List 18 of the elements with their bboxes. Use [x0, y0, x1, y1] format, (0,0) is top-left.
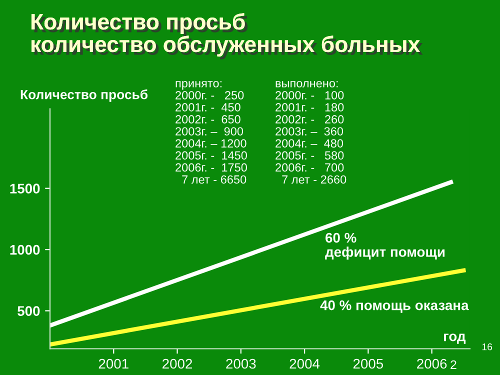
text: 16	[482, 343, 492, 350]
y-tick-label: 1500	[10, 184, 40, 194]
annotation: 60 % дефицит помощи	[325, 232, 445, 260]
text: 2	[450, 360, 456, 370]
x-tick-label: 2005	[353, 358, 384, 369]
y-tick-label: 500	[18, 306, 40, 316]
y-axis-title: Количество просьб	[20, 89, 148, 102]
annotation: 40 % помощь оказана	[320, 300, 469, 313]
x-tick-label: 2002	[162, 358, 192, 369]
y-tick-label: 1000	[10, 244, 40, 255]
text: выполнено: 2000г. - 100 2001г. - 180 2002г. - 260 2003г. – 360 2004г. – 480 2005г. - 580 2006г. - 700 7 лет - 2660	[276, 80, 346, 184]
chart-title: Количество просьб количество обслуженных больных	[31, 13, 423, 60]
x-tick-label: 2003	[226, 358, 256, 369]
text: принято: 2000г. - 250 2001г. - 450 2002г. - 650 2003г. – 900 2004г. – 1200 2005г. - 1450 2006г. - 1750 7 лет - 6650	[176, 80, 247, 184]
x-tick-label: 2001	[98, 358, 128, 369]
x-axis-title: год	[444, 334, 466, 344]
x-tick-label: 2004	[290, 358, 320, 369]
x-tick-label: 2006	[417, 358, 447, 369]
